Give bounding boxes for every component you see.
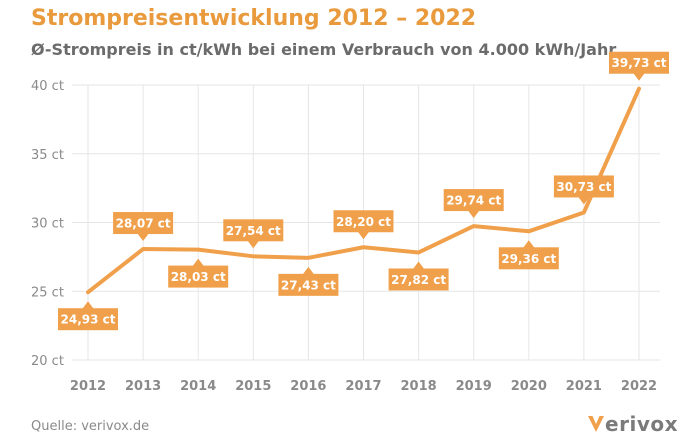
data-label-box [333,210,394,233]
data-label-pointer [633,72,645,81]
y-tick-label: 35 ct [31,148,64,163]
x-tick-label: 2021 [566,379,602,394]
x-tick-label: 2013 [125,379,161,394]
data-label-text: 29,74 ct [446,194,501,208]
data-label: 30,73 ct [553,175,614,205]
y-axis-ticks: 20 ct 25 ct 30 ct 35 ct 40 ct [31,79,64,369]
data-label-text: 28,03 ct [171,270,226,284]
data-label-text: 27,54 ct [226,224,281,238]
data-label-pointer [247,240,260,249]
y-tick-label: 20 ct [31,354,64,369]
chart-title: Strompreisentwicklung 2012 – 2022 [31,6,477,31]
data-label-text: 27,43 ct [281,278,336,292]
x-axis-ticks: 2012 2013 2014 2015 2016 2017 2018 2019 2020 2021… [70,379,657,394]
x-tick-label: 2020 [511,379,547,394]
data-label-box [58,308,118,331]
data-label-box [553,175,614,198]
data-label-text: 27,82 ct [391,273,446,287]
chart-subtitle: Ø-Strompreis in ct/kWh bei einem Verbrau… [31,40,617,59]
x-tick-label: 2016 [290,379,326,394]
source-note: Quelle: verivox.de [31,419,150,434]
logo-v-icon [588,416,605,432]
data-label-box [168,265,229,288]
data-label: 29,36 ct [498,240,559,270]
data-label-pointer [412,261,425,270]
series-line-path [86,86,641,295]
data-label-box [388,268,449,291]
data-label-text: 24,93 ct [61,313,116,327]
logo-text: erivox [605,412,678,436]
verivox-logo: erivox [587,412,678,436]
data-label-box [223,219,284,242]
data-label: 28,03 ct [168,258,229,288]
data-label-text: 28,07 ct [116,217,171,231]
data-label-pointer [522,240,535,249]
data-label-pointer [192,258,205,267]
x-tick-label: 2022 [621,379,657,394]
series-line [86,86,641,295]
data-label: 29,74 ct [443,189,504,219]
data-label: 39,73 ct [609,51,669,81]
x-tick-label: 2012 [70,379,106,394]
data-label: 24,93 ct [58,301,118,331]
data-label-pointer [357,231,370,240]
data-label-text: 28,20 ct [336,215,391,229]
data-label-box [609,51,669,74]
data-label-pointer [82,301,94,310]
data-label: 28,07 ct [113,212,174,242]
data-label: 27,43 ct [278,266,339,296]
data-label-text: 29,36 ct [501,252,556,266]
data-label-pointer [467,210,480,219]
data-label-box [278,273,339,296]
data-label: 27,82 ct [388,261,449,291]
data-label-pointer [577,196,590,205]
data-label: 28,20 ct [333,210,394,240]
data-label: 27,54 ct [223,219,284,249]
y-tick-label: 30 ct [31,217,64,232]
x-tick-label: 2017 [345,379,381,394]
x-tick-label: 2018 [401,379,437,394]
x-tick-label: 2015 [235,379,271,394]
x-tick-label: 2019 [456,379,492,394]
data-label-box [443,189,504,212]
data-label-box [498,247,559,270]
data-label-pointer [302,266,315,275]
y-tick-label: 40 ct [31,79,64,94]
data-label-pointer [137,233,150,242]
data-label-box [113,212,174,235]
data-label-text: 39,73 ct [612,56,667,70]
x-tick-label: 2014 [180,379,216,394]
data-labels: 24,93 ct 28,07 ct 28,03 ct 27,54 ct 27,43 ct… [58,51,669,331]
y-tick-label: 25 ct [31,285,64,300]
data-label-text: 30,73 ct [556,180,611,194]
